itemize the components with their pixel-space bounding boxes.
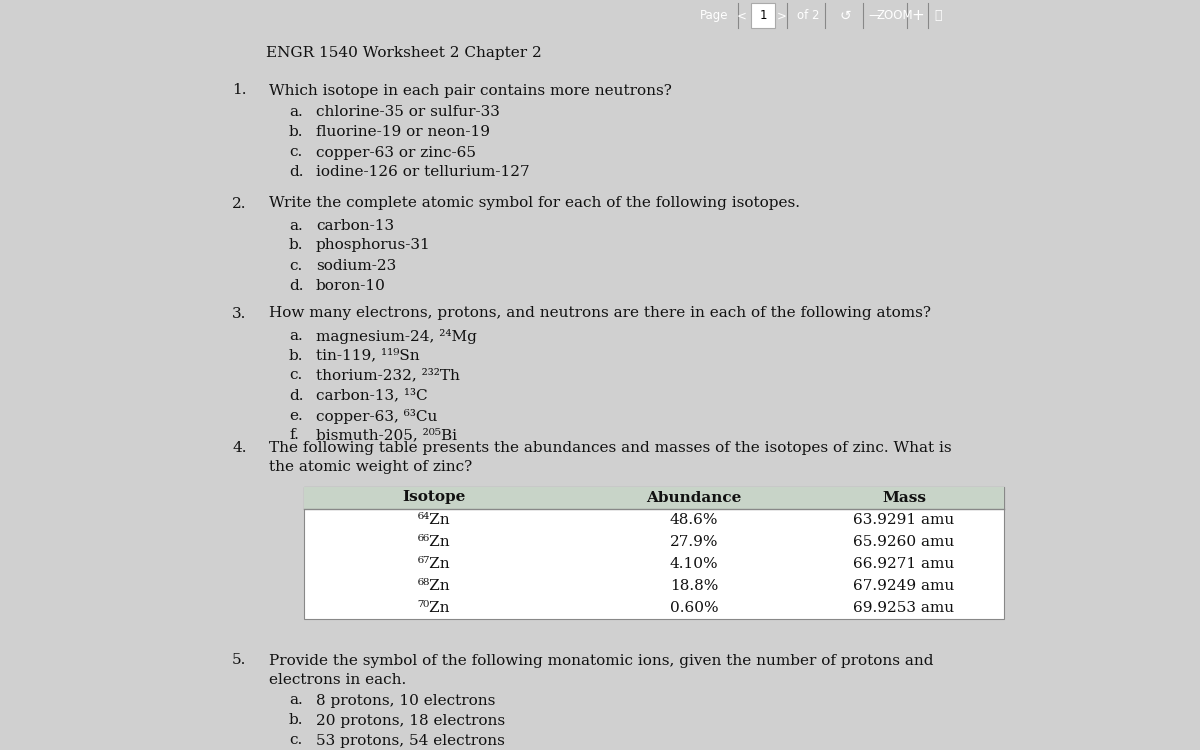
Text: d.: d. — [289, 166, 304, 179]
Text: 2.: 2. — [232, 196, 246, 211]
Text: Abundance: Abundance — [647, 490, 742, 505]
Text: d.: d. — [289, 278, 304, 292]
Text: ⁶⁴Zn: ⁶⁴Zn — [418, 512, 450, 526]
Text: the atomic weight of zinc?: the atomic weight of zinc? — [269, 460, 473, 475]
Text: iodine-126 or tellurium-127: iodine-126 or tellurium-127 — [316, 166, 529, 179]
Text: c.: c. — [289, 146, 302, 160]
Text: 53 protons, 54 electrons: 53 protons, 54 electrons — [316, 734, 505, 748]
Text: a.: a. — [289, 328, 302, 343]
Text: b.: b. — [289, 125, 304, 140]
Text: phosphorus-31: phosphorus-31 — [316, 238, 431, 253]
Text: 8 protons, 10 electrons: 8 protons, 10 electrons — [316, 694, 496, 707]
Text: f.: f. — [289, 428, 299, 442]
Text: How many electrons, protons, and neutrons are there in each of the following ato: How many electrons, protons, and neutron… — [269, 307, 931, 320]
Text: chlorine-35 or sulfur-33: chlorine-35 or sulfur-33 — [316, 106, 500, 119]
Text: b.: b. — [289, 713, 304, 728]
Text: a.: a. — [289, 694, 302, 707]
Text: 63.9291 amu: 63.9291 amu — [853, 512, 955, 526]
Text: ⁶⁶Zn: ⁶⁶Zn — [418, 535, 450, 548]
Text: Page: Page — [700, 9, 728, 22]
Text: carbon-13: carbon-13 — [316, 218, 394, 232]
Text: b.: b. — [289, 349, 304, 362]
Text: tin-119, ¹¹⁹Sn: tin-119, ¹¹⁹Sn — [316, 349, 420, 362]
Text: copper-63, ⁶³Cu: copper-63, ⁶³Cu — [316, 409, 437, 424]
Text: Which isotope in each pair contains more neutrons?: Which isotope in each pair contains more… — [269, 83, 672, 98]
Text: +: + — [912, 8, 924, 23]
Text: a.: a. — [289, 218, 302, 232]
Text: bismuth-205, ²⁰⁵Bi: bismuth-205, ²⁰⁵Bi — [316, 428, 457, 442]
Text: Provide the symbol of the following monatomic ions, given the number of protons : Provide the symbol of the following mona… — [269, 653, 934, 668]
Text: of 2: of 2 — [797, 9, 820, 22]
Text: ⤢: ⤢ — [935, 9, 942, 22]
Text: boron-10: boron-10 — [316, 278, 386, 292]
Text: electrons in each.: electrons in each. — [269, 673, 407, 686]
Text: ↺: ↺ — [839, 9, 851, 22]
Text: ⁶⁷Zn: ⁶⁷Zn — [418, 556, 450, 571]
Text: The following table presents the abundances and masses of the isotopes of zinc. : The following table presents the abundan… — [269, 442, 952, 455]
Text: 69.9253 amu: 69.9253 amu — [853, 601, 954, 614]
Text: 18.8%: 18.8% — [670, 578, 718, 592]
Text: c.: c. — [289, 259, 302, 272]
Text: ZOOM: ZOOM — [877, 9, 913, 22]
Text: 65.9260 amu: 65.9260 amu — [853, 535, 955, 548]
FancyBboxPatch shape — [751, 3, 775, 29]
Text: 1: 1 — [760, 9, 767, 22]
Bar — [304, 487, 1004, 508]
Text: 4.10%: 4.10% — [670, 556, 719, 571]
Text: 27.9%: 27.9% — [670, 535, 719, 548]
Text: b.: b. — [289, 238, 304, 253]
Text: 3.: 3. — [232, 307, 246, 320]
Text: 0.60%: 0.60% — [670, 601, 719, 614]
Bar — [304, 487, 1004, 508]
Text: fluorine-19 or neon-19: fluorine-19 or neon-19 — [316, 125, 490, 140]
Text: a.: a. — [289, 106, 302, 119]
Text: sodium-23: sodium-23 — [316, 259, 396, 272]
Text: >: > — [778, 9, 787, 22]
Text: Write the complete atomic symbol for each of the following isotopes.: Write the complete atomic symbol for eac… — [269, 196, 800, 211]
Text: carbon-13, ¹³C: carbon-13, ¹³C — [316, 388, 427, 403]
Text: 67.9249 amu: 67.9249 amu — [853, 578, 955, 592]
Text: d.: d. — [289, 388, 304, 403]
Text: c.: c. — [289, 368, 302, 382]
Text: c.: c. — [289, 734, 302, 748]
Text: 48.6%: 48.6% — [670, 512, 719, 526]
Text: Isotope: Isotope — [402, 490, 466, 505]
Text: <: < — [737, 9, 746, 22]
Bar — [304, 487, 1004, 619]
Text: thorium-232, ²³²Th: thorium-232, ²³²Th — [316, 368, 460, 382]
Text: Mass: Mass — [882, 490, 926, 505]
Text: ⁷⁰Zn: ⁷⁰Zn — [418, 601, 450, 614]
Text: e.: e. — [289, 409, 302, 422]
Text: 66.9271 amu: 66.9271 amu — [853, 556, 955, 571]
Text: ⁶⁸Zn: ⁶⁸Zn — [418, 578, 450, 592]
Text: 5.: 5. — [232, 653, 246, 668]
Text: magnesium-24, ²⁴Mg: magnesium-24, ²⁴Mg — [316, 328, 476, 344]
Text: 4.: 4. — [232, 442, 246, 455]
Text: copper-63 or zinc-65: copper-63 or zinc-65 — [316, 146, 476, 160]
Text: —: — — [869, 9, 881, 22]
Text: ENGR 1540 Worksheet 2 Chapter 2: ENGR 1540 Worksheet 2 Chapter 2 — [266, 46, 541, 59]
Text: 20 protons, 18 electrons: 20 protons, 18 electrons — [316, 713, 505, 728]
Text: 1.: 1. — [232, 83, 246, 98]
